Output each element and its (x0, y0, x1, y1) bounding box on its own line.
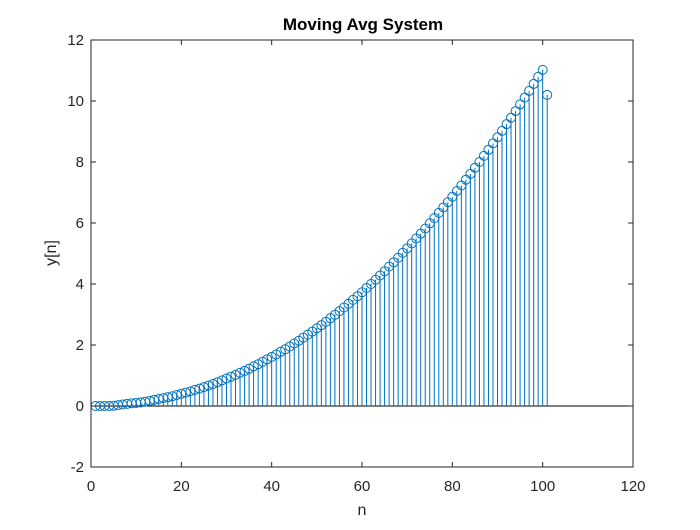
y-tick-label: 8 (76, 154, 84, 171)
y-tick-label: 2 (76, 337, 84, 354)
stem-series (90, 64, 553, 411)
stem-70 (402, 243, 413, 406)
y-tick-label: 6 (76, 215, 84, 232)
stem-84 (465, 168, 476, 406)
stem-56 (338, 302, 349, 406)
stem-46 (293, 335, 304, 406)
stem-62 (366, 279, 377, 406)
stem-61 (361, 282, 372, 406)
stem-69 (397, 247, 408, 406)
x-tick-label: 80 (444, 478, 461, 495)
stem-57 (343, 298, 354, 406)
stem-41 (271, 349, 282, 406)
stem-45 (289, 338, 300, 406)
y-axis-label: y[n] (43, 240, 60, 266)
y-tick-label: 12 (67, 32, 84, 49)
stem-marker (537, 64, 548, 75)
stem-55 (334, 306, 345, 406)
stem-59 (352, 291, 363, 406)
stem-67 (388, 257, 399, 406)
x-tick-label: 100 (530, 478, 555, 495)
y-tick-label: 10 (67, 93, 84, 110)
stem-63 (370, 274, 381, 406)
stem-78 (438, 202, 449, 406)
stem-60 (357, 287, 367, 406)
stem-39 (262, 354, 273, 406)
stem-64 (375, 270, 386, 406)
x-axis-label: n (358, 502, 367, 519)
stem-101 (542, 89, 553, 406)
x-tick-label: 40 (263, 478, 280, 495)
stem-97 (524, 85, 535, 406)
stem-42 (275, 346, 286, 406)
stem-marker (542, 89, 553, 100)
stem-81 (451, 185, 462, 406)
stem-88 (483, 144, 494, 406)
stem-100 (537, 64, 548, 406)
x-tick-label: 60 (354, 478, 371, 495)
stem-83 (460, 174, 471, 406)
stem-37 (253, 359, 264, 406)
stem-66 (384, 261, 395, 406)
stem-40 (266, 351, 277, 406)
stem-94 (510, 106, 521, 406)
stem-58 (347, 294, 358, 406)
stem-33 (235, 367, 246, 406)
stem-34 (239, 365, 250, 406)
x-axis-ticks: 0 20 40 60 80 100 120 (87, 40, 646, 495)
stem-32 (230, 369, 241, 406)
stem-68 (393, 252, 404, 406)
stem-52 (320, 316, 331, 406)
stem-80 (447, 191, 458, 406)
stem-76 (429, 213, 440, 406)
stem-53 (325, 313, 336, 406)
chart-title: Moving Avg System (283, 15, 443, 34)
stem-51 (316, 320, 327, 406)
stem-98 (528, 78, 539, 406)
stem-82 (456, 180, 467, 406)
stem-74 (420, 223, 431, 406)
x-tick-label: 120 (620, 478, 645, 495)
stem-90 (492, 132, 503, 406)
y-tick-label: 0 (76, 398, 84, 415)
y-tick-label: 4 (76, 276, 84, 293)
stem-92 (501, 119, 512, 406)
stem-96 (519, 92, 530, 406)
x-tick-label: 20 (173, 478, 190, 495)
stem-44 (284, 341, 295, 406)
stem-65 (379, 266, 390, 406)
stem-75 (424, 218, 435, 406)
stem-99 (533, 71, 544, 406)
stem-71 (406, 238, 417, 406)
stem-38 (257, 356, 268, 406)
stem-47 (298, 332, 309, 406)
stem-73 (415, 228, 426, 406)
stem-54 (329, 309, 340, 406)
stem-72 (411, 233, 422, 406)
y-tick-label: -2 (71, 459, 84, 476)
stem-89 (487, 138, 498, 406)
axes-box (90, 39, 634, 468)
stem-31 (226, 371, 237, 406)
stem-87 (478, 150, 489, 406)
stem-79 (442, 197, 453, 406)
stem-93 (506, 112, 517, 406)
stem-77 (433, 207, 444, 406)
stem-91 (497, 125, 508, 406)
stem-85 (469, 162, 480, 406)
stem-95 (515, 99, 526, 406)
stem-86 (474, 157, 485, 406)
y-axis-ticks: -2 0 2 4 6 8 10 12 (67, 32, 633, 476)
x-tick-label: 0 (87, 478, 95, 495)
stem-43 (280, 344, 291, 406)
